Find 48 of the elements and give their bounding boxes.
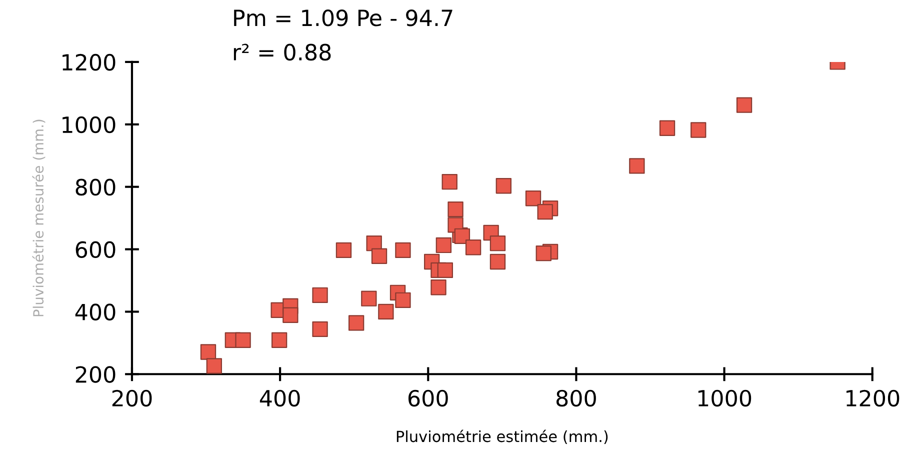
text: r² = 0.88 <box>234 44 331 61</box>
point <box>490 254 506 270</box>
y-tick-label: 600 <box>76 241 116 258</box>
point <box>536 245 552 262</box>
point <box>312 287 328 303</box>
point <box>454 228 470 244</box>
y-tick-label: 400 <box>75 304 116 320</box>
point <box>465 240 482 256</box>
point <box>200 344 216 360</box>
point <box>336 242 352 258</box>
point <box>436 237 452 254</box>
point <box>430 280 446 296</box>
x-tick-label: 400 <box>260 390 300 407</box>
x-tick-label: 600 <box>408 390 448 407</box>
point <box>361 290 377 306</box>
point <box>312 321 328 338</box>
point <box>448 201 464 218</box>
point <box>282 307 298 323</box>
point <box>659 120 676 136</box>
point <box>271 332 288 348</box>
point <box>378 304 394 320</box>
y-axis-title: Pluviométrie mesurée (mm.) <box>32 120 46 316</box>
x-tick-label: 1200 <box>846 390 900 407</box>
y-tick-label: 200 <box>76 366 116 383</box>
text: Pm = 1.09 Pe - 94.7 <box>234 9 452 26</box>
y-tick-label: 1000 <box>62 116 116 134</box>
x-tick-label: 200 <box>112 390 152 407</box>
point <box>348 315 364 331</box>
point <box>395 292 411 308</box>
point <box>395 242 411 258</box>
x-tick-label: 800 <box>556 390 596 407</box>
y-tick-label: 800 <box>76 178 116 196</box>
point <box>690 122 706 138</box>
point <box>371 248 388 264</box>
point <box>537 204 553 220</box>
point <box>206 358 222 374</box>
point <box>525 190 542 206</box>
point <box>490 236 506 252</box>
point <box>366 236 382 252</box>
point <box>736 97 752 113</box>
point <box>496 178 512 194</box>
x-tick-label: 1000 <box>698 390 752 407</box>
point <box>437 262 453 278</box>
point <box>442 174 458 190</box>
y-tick-label: 1200 <box>62 54 116 71</box>
point <box>629 158 645 174</box>
x-axis-title: Pluviométrie estimée (mm.) <box>396 430 608 444</box>
point <box>235 332 251 348</box>
